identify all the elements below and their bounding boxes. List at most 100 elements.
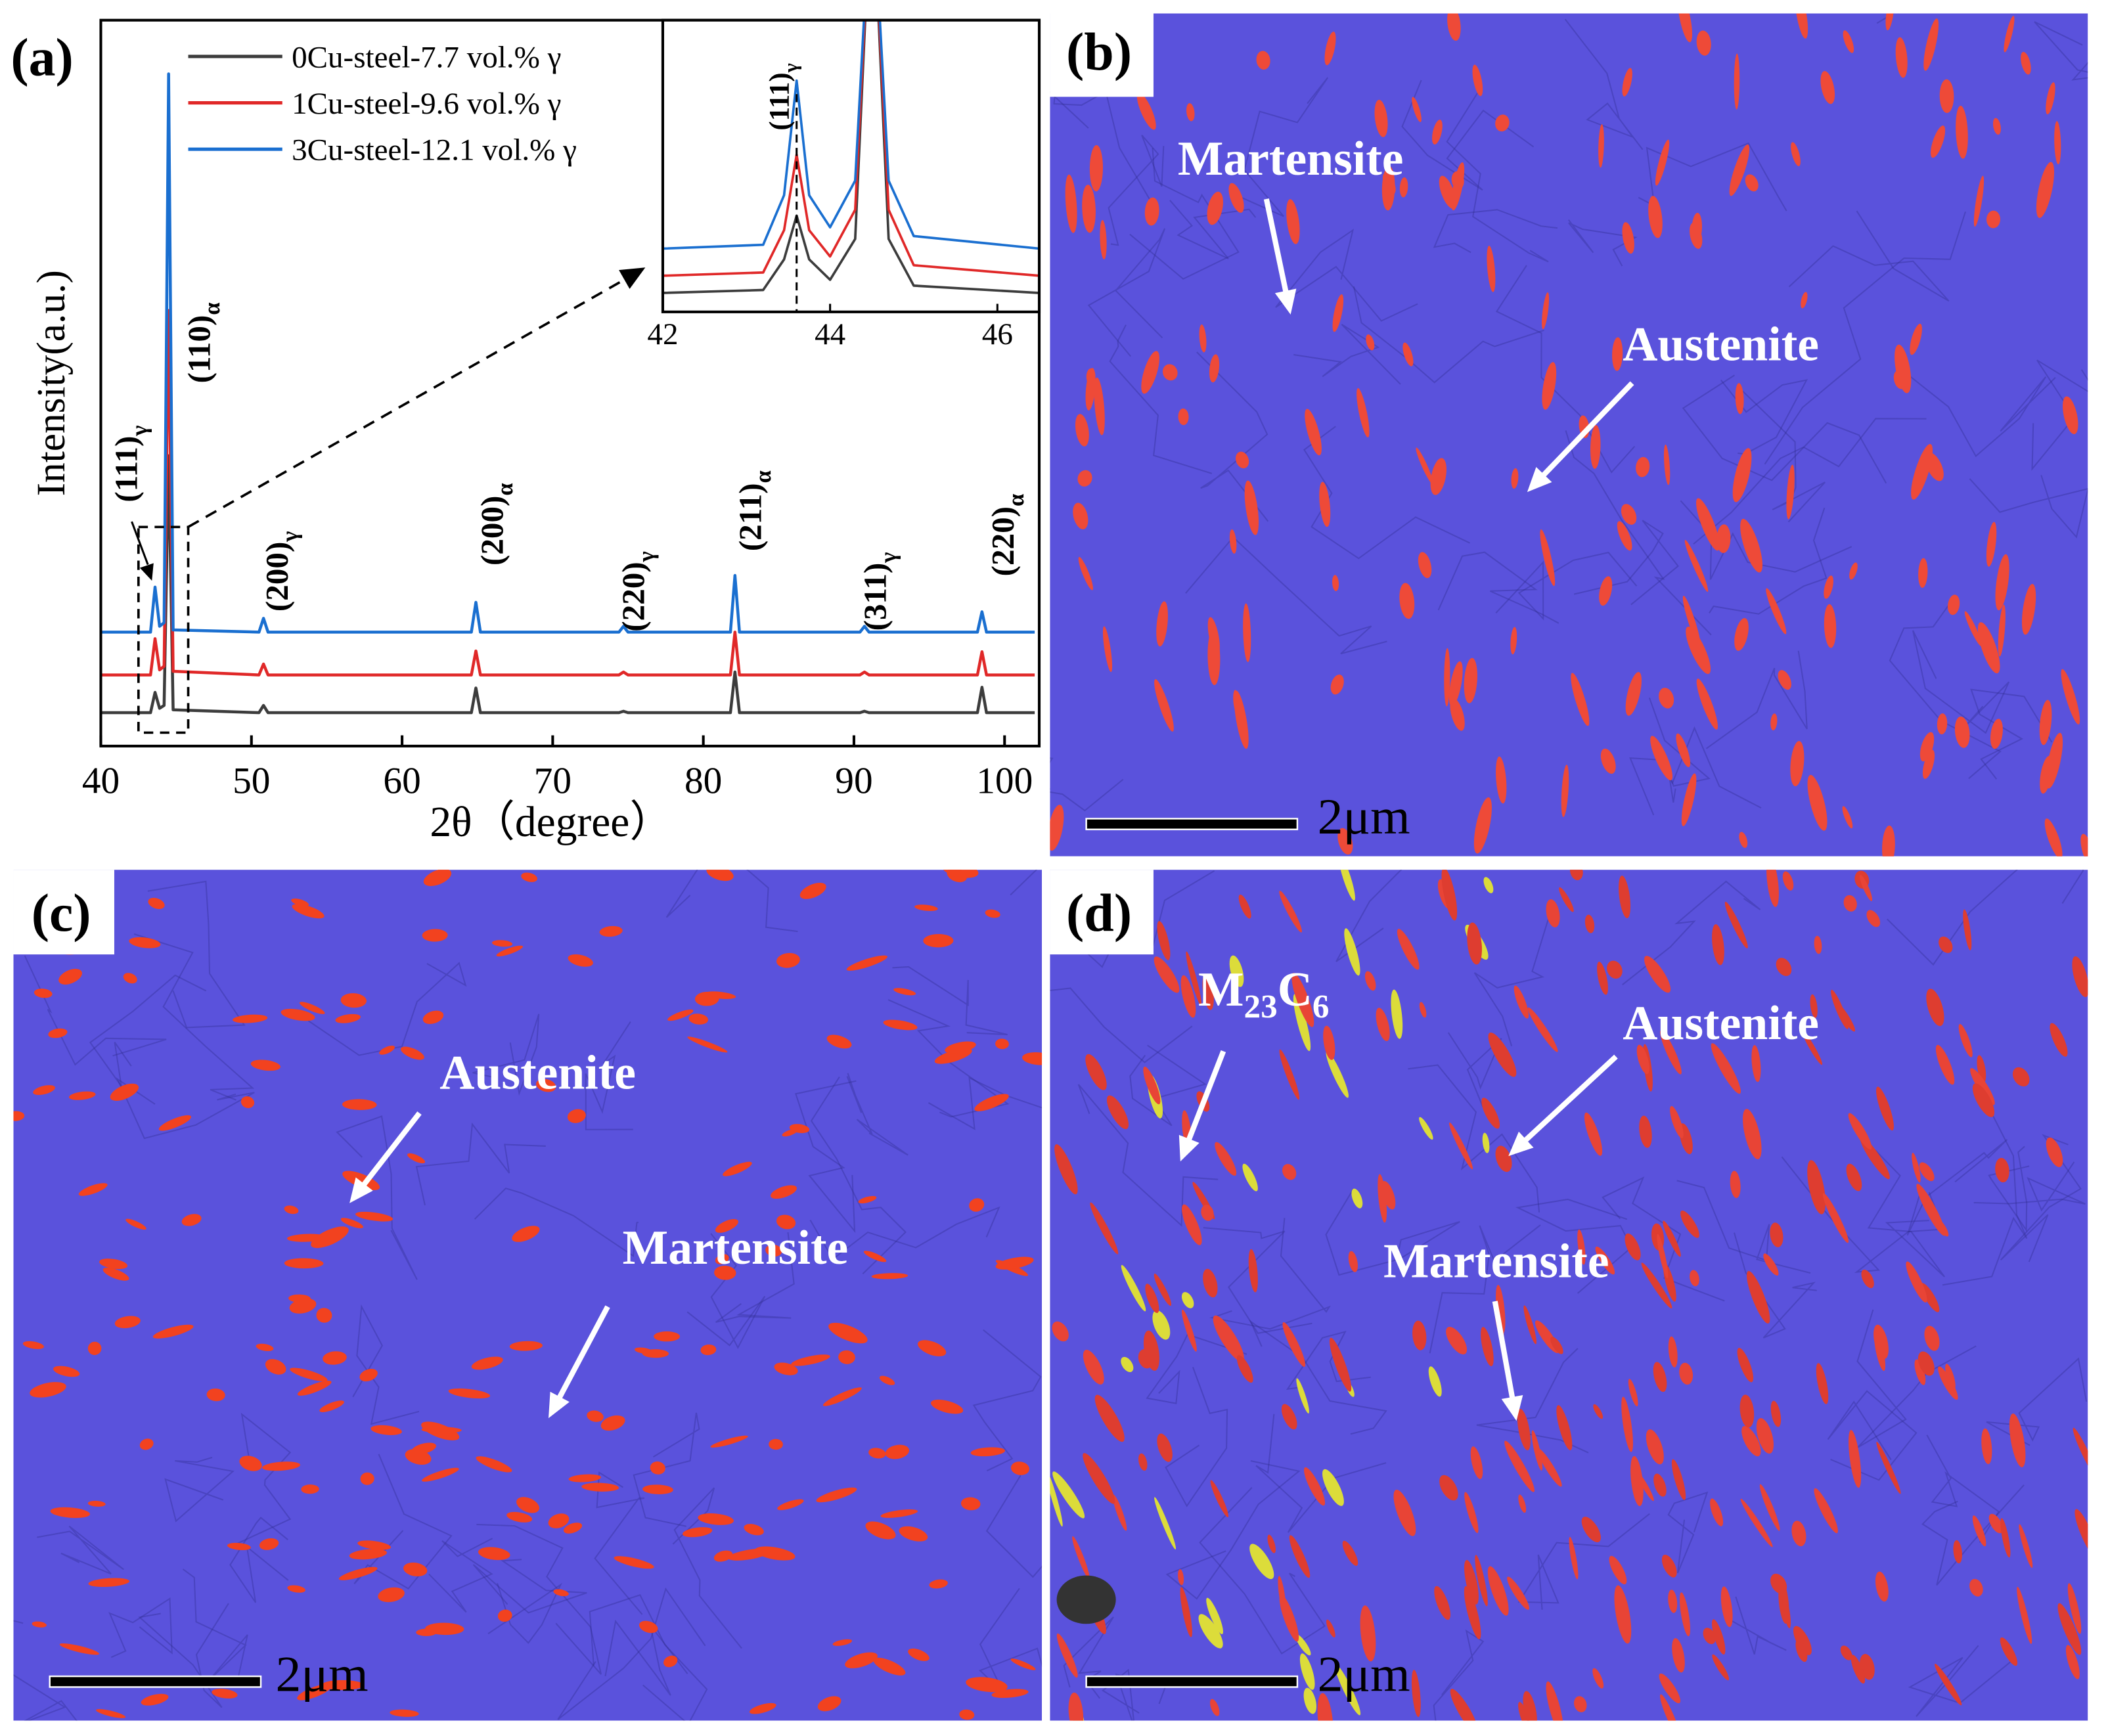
austenite-grain <box>349 1549 388 1560</box>
austenite-grain <box>600 1415 625 1431</box>
austenite-grain <box>1083 1350 1104 1385</box>
austenite-grain <box>1470 1446 1483 1479</box>
arrow-head <box>139 563 154 581</box>
austenite-grain <box>1849 562 1858 580</box>
austenite-grain <box>340 1218 363 1229</box>
austenite-grain <box>1720 1586 1733 1628</box>
austenite-grain <box>1542 362 1557 410</box>
austenite-grain <box>1279 1049 1300 1100</box>
grain-boundary <box>1564 18 1644 150</box>
austenite-grain <box>125 1218 146 1230</box>
grain-boundary <box>1988 1146 2030 1232</box>
carbide-grain <box>1152 1310 1171 1340</box>
grain-boundary <box>846 1073 908 1156</box>
austenite-grain <box>1584 914 1595 933</box>
austenite-grain <box>1510 627 1517 655</box>
austenite-grain <box>1082 185 1096 233</box>
label-main: (211) <box>732 483 768 551</box>
austenite-grain <box>405 1449 432 1465</box>
austenite-grain <box>1077 470 1092 487</box>
austenite-grain <box>873 1657 906 1676</box>
carbide-grain <box>1303 1687 1317 1714</box>
austenite-grain <box>1514 985 1529 1019</box>
austenite-grain <box>1112 1494 1127 1531</box>
austenite-grain <box>390 1709 419 1717</box>
austenite-grain <box>181 1214 202 1226</box>
austenite-grain <box>1659 1673 1681 1704</box>
austenite-grain <box>642 1484 673 1494</box>
austenite-grain <box>1281 1404 1297 1430</box>
austenite-grain <box>284 1205 299 1214</box>
austenite-grain <box>1945 1364 1956 1390</box>
austenite-grain <box>259 1538 279 1550</box>
grain-boundary <box>665 870 798 933</box>
austenite-grain <box>1571 673 1590 726</box>
austenite-grain <box>1233 690 1240 713</box>
austenite-grain <box>2072 956 2088 998</box>
austenite-grain <box>1954 716 1970 748</box>
austenite-grain <box>1910 323 1922 355</box>
carbide-grain <box>1242 1163 1258 1191</box>
austenite-grain <box>1178 408 1189 426</box>
austenite-grain <box>1154 1274 1172 1306</box>
austenite-grain <box>1304 1467 1326 1506</box>
grain-boundary <box>1229 77 1329 217</box>
austenite-grain <box>1686 627 1711 675</box>
carbide-grain <box>1293 994 1311 1052</box>
austenite-grain <box>448 1388 491 1399</box>
grain-boundary <box>352 1304 420 1425</box>
austenite-grain <box>1366 334 1375 351</box>
arrow-head <box>548 1391 570 1419</box>
austenite-grain <box>1550 1337 1563 1354</box>
grain-boundary <box>24 955 167 1066</box>
austenite-grain <box>359 1368 378 1382</box>
grain-boundary <box>236 1412 292 1544</box>
grain-boundary <box>2034 21 2088 81</box>
grain-boundary <box>589 1594 708 1721</box>
austenite-grain <box>650 1461 665 1475</box>
austenite-grain <box>1412 97 1422 122</box>
austenite-grain <box>88 1578 130 1588</box>
austenite-grain <box>1481 1327 1494 1367</box>
austenite-grain <box>1329 1337 1352 1392</box>
austenite-grain <box>1860 874 1873 901</box>
austenite-grain <box>152 1324 194 1339</box>
austenite-grain <box>1724 901 1748 948</box>
austenite-grain <box>48 1028 68 1038</box>
austenite-grain <box>1734 618 1749 651</box>
austenite-grain <box>1248 1249 1258 1293</box>
austenite-grain <box>1473 797 1492 854</box>
austenite-grain <box>715 1254 729 1264</box>
austenite-grain <box>1143 1330 1159 1371</box>
grain-boundary <box>1495 265 1636 474</box>
austenite-grain <box>301 1484 319 1494</box>
austenite-grain <box>1842 806 1853 829</box>
austenite-grain <box>599 925 623 937</box>
x-axis-label: 2θ（degree） <box>430 799 672 846</box>
austenite-grain <box>2000 1518 2011 1558</box>
austenite-grain <box>291 898 309 906</box>
austenite-grain <box>2009 1413 2026 1467</box>
austenite-grain <box>1432 120 1443 145</box>
grain-boundary <box>1429 1224 1541 1354</box>
austenite-grain <box>1447 13 1461 41</box>
austenite-grain <box>506 1511 533 1523</box>
austenite-grain <box>476 1456 512 1473</box>
austenite-grain <box>1050 805 1064 851</box>
austenite-grain <box>846 955 887 971</box>
austenite-grain <box>1710 1498 1724 1526</box>
austenite-grain <box>1840 1645 1852 1660</box>
austenite-grain <box>1337 828 1353 855</box>
x-tick-label: 46 <box>982 317 1013 351</box>
austenite-grain <box>422 929 448 942</box>
austenite-grain <box>941 870 979 878</box>
grain-boundary <box>1209 1218 1331 1330</box>
grain-boundary <box>1602 1176 1725 1302</box>
austenite-grain <box>1850 1655 1866 1684</box>
arrow-head <box>1501 1395 1523 1421</box>
austenite-grain <box>370 1425 402 1435</box>
austenite-grain <box>587 1410 604 1422</box>
austenite-grain <box>287 1234 326 1242</box>
austenite-grain <box>2004 16 2015 53</box>
